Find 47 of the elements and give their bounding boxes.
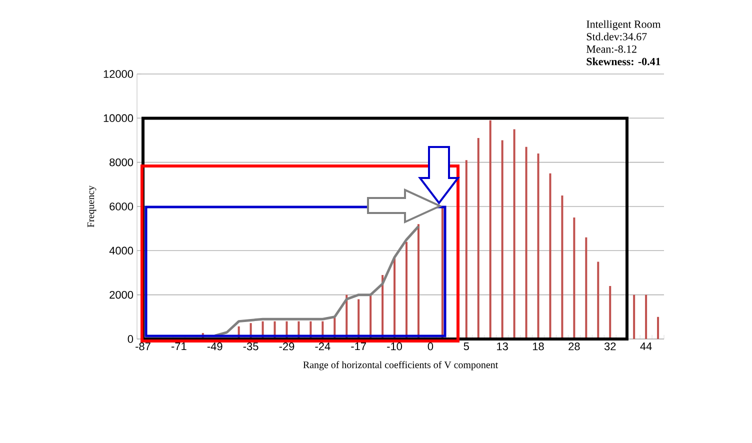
x-tick-label: 13 [497, 342, 508, 350]
x-tick-label: -87 [136, 342, 150, 350]
bar [537, 153, 540, 339]
x-tick-label: -24 [315, 342, 330, 350]
x-tick-label: 5 [464, 342, 469, 350]
x-tick-label: -17 [351, 342, 366, 350]
text: Mean:-8.12 [586, 45, 636, 53]
text: Std.dev:34.67 [586, 32, 647, 40]
y-tick-label: 10000 [104, 114, 134, 122]
text: Skewness: -0.41 [586, 58, 660, 66]
x-tick-label: 28 [568, 342, 580, 350]
bar [573, 218, 576, 339]
bar [645, 294, 648, 339]
bar [406, 242, 408, 339]
y-axis-title: Frequency [88, 185, 96, 228]
x-tick-label: 0 [428, 342, 434, 350]
x-axis-title: Range of horizontal coefficients of V component [303, 361, 498, 370]
bar [597, 262, 600, 339]
y-tick-label: 8000 [110, 158, 134, 166]
x-tick-label: -29 [279, 342, 294, 350]
bar [417, 224, 420, 339]
bar [561, 195, 564, 339]
y-tick-label: 4000 [109, 246, 134, 255]
x-tick-label: 44 [640, 342, 652, 350]
bar [549, 173, 552, 339]
bar [657, 316, 660, 339]
x-tick-label: 18 [532, 342, 544, 350]
bar [489, 120, 492, 339]
x-tick-label: 32 [604, 342, 616, 350]
y-tick-label: 12000 [104, 70, 134, 78]
y-tick-label: 0 [128, 335, 134, 343]
x-tick-label: -49 [207, 342, 222, 350]
bar [441, 206, 444, 339]
bar [465, 160, 468, 339]
bar [513, 129, 516, 339]
text: Intelligent Room [586, 20, 661, 30]
bar [501, 140, 504, 339]
bar [609, 286, 612, 339]
bar [394, 257, 396, 339]
x-tick-label: -10 [387, 342, 402, 350]
bar [633, 294, 636, 339]
bar [525, 146, 528, 339]
x-tick-label: -71 [172, 342, 186, 350]
y-tick-label: 2000 [110, 290, 134, 299]
x-tick-label: -35 [243, 342, 258, 350]
bar [477, 138, 480, 339]
y-tick-label: 6000 [110, 202, 134, 210]
